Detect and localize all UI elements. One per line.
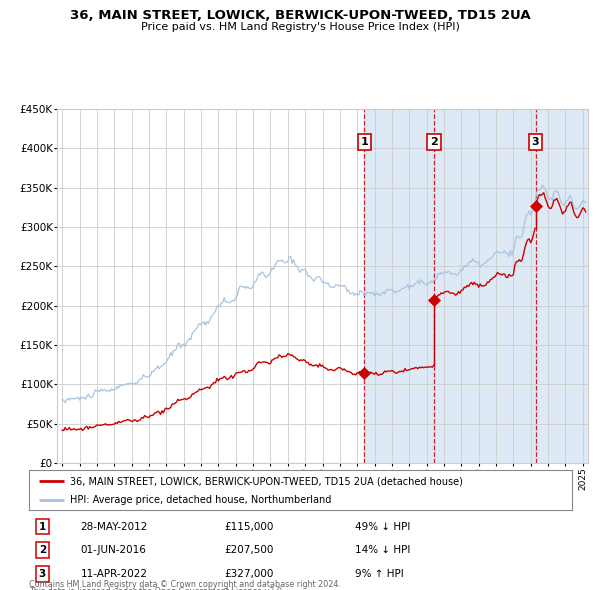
- Text: 1: 1: [39, 522, 46, 532]
- Text: 9% ↑ HPI: 9% ↑ HPI: [355, 569, 403, 579]
- Text: 01-JUN-2016: 01-JUN-2016: [80, 545, 146, 555]
- Text: 2: 2: [39, 545, 46, 555]
- Text: Price paid vs. HM Land Registry's House Price Index (HPI): Price paid vs. HM Land Registry's House …: [140, 22, 460, 32]
- Text: 28-MAY-2012: 28-MAY-2012: [80, 522, 148, 532]
- Bar: [364, 109, 588, 463]
- Text: HPI: Average price, detached house, Northumberland: HPI: Average price, detached house, Nort…: [70, 494, 331, 504]
- Text: 11-APR-2022: 11-APR-2022: [80, 569, 148, 579]
- Text: 2: 2: [430, 137, 438, 147]
- Text: 3: 3: [39, 569, 46, 579]
- Text: £115,000: £115,000: [224, 522, 274, 532]
- Text: 14% ↓ HPI: 14% ↓ HPI: [355, 545, 410, 555]
- Text: £327,000: £327,000: [224, 569, 274, 579]
- Text: 3: 3: [532, 137, 539, 147]
- Text: £207,500: £207,500: [224, 545, 274, 555]
- Text: 36, MAIN STREET, LOWICK, BERWICK-UPON-TWEED, TD15 2UA: 36, MAIN STREET, LOWICK, BERWICK-UPON-TW…: [70, 9, 530, 22]
- Text: Contains HM Land Registry data © Crown copyright and database right 2024.: Contains HM Land Registry data © Crown c…: [29, 581, 341, 589]
- Text: This data is licensed under the Open Government Licence v3.0.: This data is licensed under the Open Gov…: [29, 587, 284, 590]
- Text: 36, MAIN STREET, LOWICK, BERWICK-UPON-TWEED, TD15 2UA (detached house): 36, MAIN STREET, LOWICK, BERWICK-UPON-TW…: [70, 476, 463, 486]
- Text: 1: 1: [361, 137, 368, 147]
- Text: 49% ↓ HPI: 49% ↓ HPI: [355, 522, 410, 532]
